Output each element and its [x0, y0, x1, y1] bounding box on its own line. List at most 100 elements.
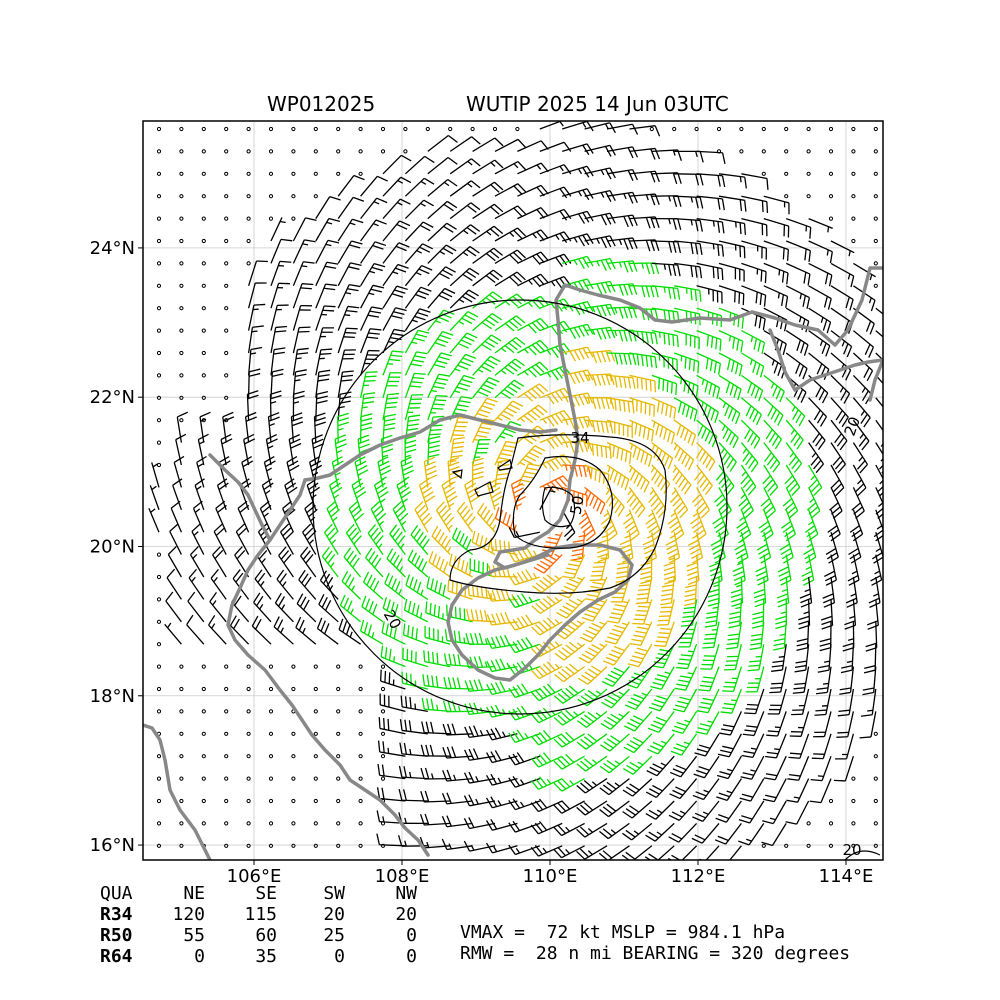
storm-name-title: WUTIP 2025 14 Jun 03UTC: [466, 92, 729, 116]
wind-barb: [718, 374, 742, 401]
wind-barb: [698, 666, 720, 692]
calm-marker: [873, 283, 878, 288]
wind-barb: [704, 599, 720, 628]
wind-barb: [673, 397, 698, 422]
wind-barb: [852, 464, 867, 497]
calm-marker: [358, 843, 363, 848]
calm-marker: [336, 686, 341, 692]
wind-barb: [862, 666, 877, 696]
calm-marker: [224, 350, 229, 356]
wind-barb: [449, 353, 477, 376]
calm-marker: [291, 821, 296, 826]
wind-barb: [486, 611, 518, 626]
wind-barb: [728, 599, 743, 629]
wind-barb: [651, 195, 682, 207]
wind-barb: [532, 574, 563, 594]
calm-marker: [268, 798, 274, 804]
calm-marker: [380, 686, 386, 692]
wind-barb: [562, 121, 594, 132]
wind-barb: [426, 576, 451, 600]
wind-barb: [441, 792, 473, 805]
lon-label: 110°E: [523, 866, 578, 887]
calm-marker: [358, 731, 363, 736]
wind-barb: [553, 800, 585, 814]
wind-barb: [606, 397, 635, 414]
wind-barb: [189, 546, 205, 578]
wind-barb: [785, 800, 810, 825]
wind-barb: [405, 574, 429, 600]
calm-marker: [246, 194, 251, 199]
wind-barb: [761, 823, 787, 847]
calm-marker: [246, 821, 251, 826]
wind-barb: [875, 464, 883, 497]
wind-barb: [808, 262, 833, 287]
wind-barb: [692, 778, 720, 801]
calm-marker: [156, 350, 162, 356]
wind-barb: [494, 358, 525, 376]
wind-barb: [647, 711, 675, 733]
wind-barb: [830, 374, 851, 404]
wind-barb: [463, 794, 496, 807]
wind-barb: [763, 419, 783, 450]
wind-barb: [365, 547, 384, 578]
calm-marker: [716, 149, 722, 154]
wind-barb: [380, 669, 406, 690]
wind-barb: [494, 138, 527, 152]
calm-marker: [358, 798, 363, 804]
wind-barb: [741, 285, 767, 307]
wind-barb: [288, 434, 302, 466]
wind-barb: [813, 711, 832, 738]
wind-barb: [715, 800, 742, 823]
wind-barb: [428, 551, 451, 578]
wind-barb: [378, 717, 406, 735]
calm-marker: [291, 798, 296, 804]
wind-barb: [472, 247, 503, 264]
wind-barb: [292, 326, 311, 354]
calm-marker: [873, 731, 878, 736]
lon-label: 112°E: [671, 866, 726, 887]
wind-barb: [292, 217, 317, 242]
wind-barb: [700, 644, 720, 670]
calm-marker: [201, 149, 206, 154]
calm-marker: [380, 843, 386, 848]
wind-barb: [510, 478, 526, 510]
calm-marker: [470, 126, 475, 132]
wind-barb: [786, 778, 810, 803]
wind-barb: [669, 778, 698, 800]
calm-marker: [156, 776, 162, 781]
coastline-taiwan: [868, 358, 883, 402]
wind-barb: [562, 255, 594, 269]
radii-value: 20: [323, 904, 345, 925]
wind-barb: [741, 240, 768, 260]
wind-barb: [718, 240, 746, 259]
calm-marker: [268, 126, 274, 132]
wind-barb: [584, 326, 616, 340]
calm-marker: [156, 709, 162, 714]
calm-marker: [268, 754, 274, 759]
wind-barb: [852, 397, 871, 428]
wind-barb: [763, 217, 790, 238]
wind-barb: [494, 205, 527, 220]
wind-barb: [494, 379, 525, 400]
wind-barb: [404, 394, 424, 421]
wind-barb: [427, 200, 458, 220]
wind-barb: [645, 509, 663, 542]
wind-barb: [472, 137, 504, 152]
calm-marker: [425, 126, 430, 132]
wind-barb: [166, 568, 182, 600]
calm-marker: [291, 216, 296, 221]
wind-barb: [472, 312, 503, 332]
calm-marker: [246, 686, 251, 692]
wind-barb: [404, 221, 434, 242]
wind-barb: [253, 592, 272, 623]
wind-barb: [360, 175, 388, 197]
wind-barb: [785, 285, 811, 309]
wind-barb: [865, 621, 878, 652]
wind-barb: [517, 317, 549, 334]
wind-barb: [844, 599, 857, 630]
wind-barb: [762, 778, 787, 803]
wind-barb: [472, 376, 500, 399]
calm-marker: [156, 664, 162, 669]
wind-barb: [278, 546, 294, 578]
